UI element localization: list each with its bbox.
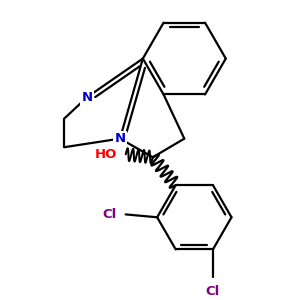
Text: N: N	[82, 91, 93, 104]
Text: N: N	[114, 132, 125, 145]
Text: Cl: Cl	[103, 208, 117, 221]
Text: HO: HO	[95, 148, 117, 161]
Text: Cl: Cl	[206, 285, 220, 298]
